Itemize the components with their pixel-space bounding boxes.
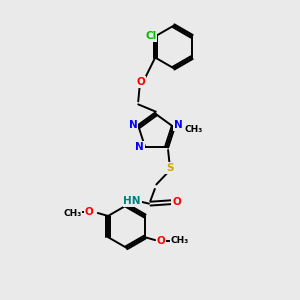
Text: O: O: [157, 236, 165, 246]
Text: N: N: [136, 142, 144, 152]
Text: CH₃: CH₃: [63, 208, 81, 217]
Text: CH₃: CH₃: [185, 125, 203, 134]
Text: CH₃: CH₃: [170, 236, 189, 244]
Text: N: N: [129, 120, 138, 130]
Text: O: O: [85, 207, 93, 218]
Text: N: N: [174, 120, 183, 130]
Text: HN: HN: [123, 196, 141, 206]
Text: O: O: [137, 77, 146, 87]
Text: S: S: [166, 163, 173, 173]
Text: O: O: [172, 197, 181, 207]
Text: Cl: Cl: [145, 31, 156, 41]
